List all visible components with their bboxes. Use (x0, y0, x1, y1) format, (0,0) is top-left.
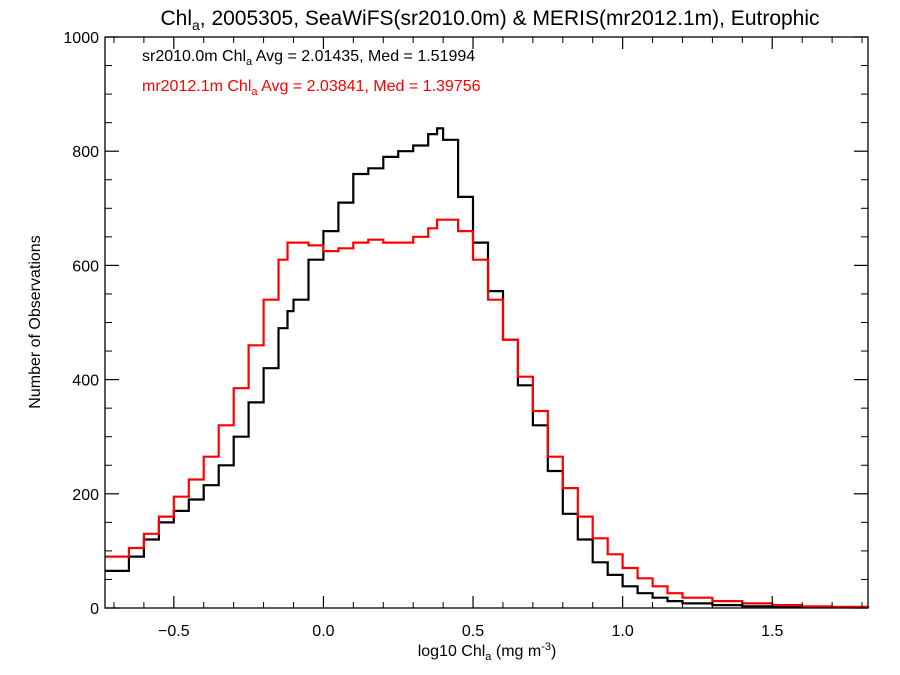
annotation-sr2010: sr2010.0m Chla Avg = 2.01435, Med = 1.51… (142, 48, 475, 68)
x-axis-label: log10 Chla (mg m-3) (418, 641, 557, 663)
x-tick-label: 1.0 (612, 623, 634, 640)
y-tick-label: 600 (72, 258, 99, 275)
y-tick-label: 1000 (63, 30, 99, 47)
y-tick-label: 200 (72, 487, 99, 504)
ticks-layer: −0.5 0.0 0.5 1.0 1.5 0 200 400 600 800 1000 (63, 30, 868, 640)
y-tick-label: 400 (72, 373, 99, 390)
y-axis-label: Number of Observations (27, 235, 44, 408)
series-line-mr2012-1m (105, 218, 870, 608)
x-tick-label: 1.5 (761, 623, 783, 640)
series-line-sr2010-0m (105, 127, 870, 609)
chart-title: Chla, 2005305, SeaWiFS(sr2010.0m) & MERI… (160, 7, 819, 33)
x-tick-label: −0.5 (158, 623, 190, 640)
x-tick-label: 0.0 (312, 623, 334, 640)
plot-frame (104, 36, 869, 609)
y-tick-label: 0 (90, 601, 99, 618)
annotation-mr2012: mr2012.1m Chla Avg = 2.03841, Med = 1.39… (142, 78, 481, 98)
y-tick-label: 800 (72, 144, 99, 161)
series-layer (105, 127, 870, 609)
x-tick-label: 0.5 (462, 623, 484, 640)
